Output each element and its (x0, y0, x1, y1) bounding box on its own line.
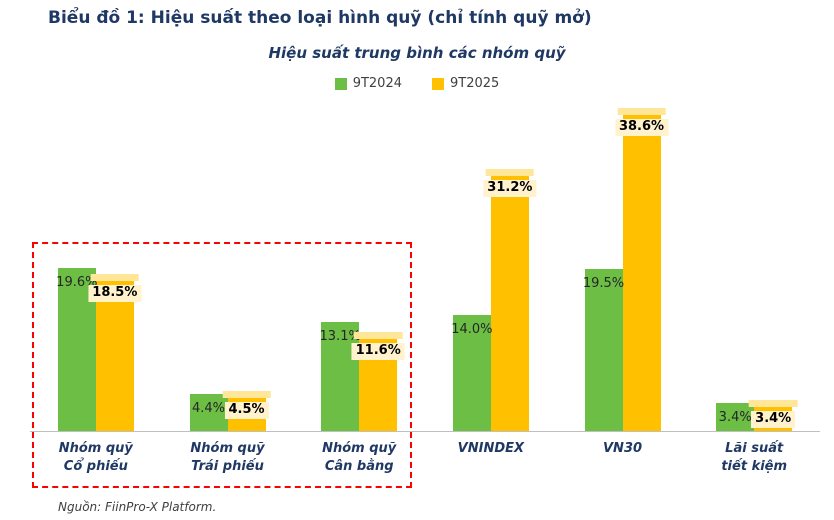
legend-label: 9T2025 (450, 76, 500, 91)
bar-cap (90, 274, 140, 281)
value-label: 38.6% (614, 119, 669, 136)
legend-item: 9T2025 (432, 76, 499, 91)
bar-9t2025-1: 18.5% (88, 274, 142, 431)
bar-cap (353, 332, 403, 339)
bar-group: 13.1% 11.6% (293, 100, 425, 431)
chart-subtitle: Hiệu suất trung bình các nhóm quỹ (268, 44, 566, 62)
bar-cap (748, 400, 798, 407)
bar-9t2024-6: 3.4% (716, 403, 755, 431)
x-axis-label: Nhóm quỹ Cân bằng (322, 441, 397, 475)
x-axis-label: Nhóm quỹ Trái phiếu (190, 441, 265, 475)
bar-group: 14.0% 31.2% (425, 100, 557, 431)
x-axis: Nhóm quỹ Cổ phiếu Nhóm quỹ Trái phiếu Nhóm q… (30, 440, 820, 476)
bar-9t2024-3: 13.1% (319, 322, 361, 431)
bar-9t2025-6: 3.4% (748, 400, 798, 431)
legend: 9T2024 9T2025 (0, 76, 834, 91)
chart-title: Biểu đồ 1: Hiệu suất theo loại hình quỹ … (48, 8, 592, 28)
bar-9t2024-2: 4.4% (189, 394, 228, 431)
chart-area: 19.6% 18.5% 4.4% 4.5% 13.1% 11.6% 14.0% 31.2% 19… (30, 100, 820, 476)
value-label: 4.5% (224, 402, 269, 419)
x-axis-label: VN30 (603, 441, 643, 456)
bar-9t2025-2: 4.5% (222, 391, 271, 431)
bar-cap (485, 169, 535, 176)
bar-group: 19.5% 38.6% (557, 100, 689, 431)
bar-group: 19.6% 18.5% (30, 100, 162, 431)
bar-cap (617, 108, 666, 115)
value-label: 13.1% (319, 329, 361, 344)
source-note: Nguồn: FiinPro-X Platform. (58, 500, 217, 514)
bar-9t2024-4: 14.0% (451, 315, 493, 431)
bar-9t2025-3: 11.6% (351, 332, 405, 431)
value-label: 19.5% (582, 276, 625, 291)
value-label: 3.4% (718, 410, 752, 425)
bar-group: 4.4% 4.5% (162, 100, 294, 431)
value-label: 14.0% (451, 322, 493, 337)
value-label: 11.6% (351, 343, 405, 360)
bar-group: 3.4% 3.4% (688, 100, 820, 431)
value-label: 3.4% (751, 411, 796, 428)
plot-area: 19.6% 18.5% 4.4% 4.5% 13.1% 11.6% 14.0% 31.2% 19… (30, 100, 820, 432)
legend-swatch (334, 77, 347, 90)
x-axis-label: Nhóm quỹ Cổ phiếu (58, 441, 133, 475)
legend-item: 9T2024 (334, 76, 402, 91)
bar-cap (222, 391, 271, 398)
bar-9t2025-5: 38.6% (614, 108, 669, 431)
value-label: 4.4% (191, 401, 226, 416)
legend-label: 9T2024 (352, 76, 402, 91)
bar-9t2024-5: 19.5% (582, 269, 625, 431)
value-label: 18.5% (88, 285, 142, 302)
legend-swatch (432, 77, 444, 90)
x-axis-label: Lãi suất tiết kiệm (721, 441, 788, 475)
x-axis-label: VNINDEX (457, 441, 525, 456)
value-label: 31.2% (483, 180, 537, 197)
highlight-box (32, 242, 412, 488)
bar-9t2025-4: 31.2% (483, 169, 537, 431)
value-label: 19.6% (56, 275, 98, 290)
